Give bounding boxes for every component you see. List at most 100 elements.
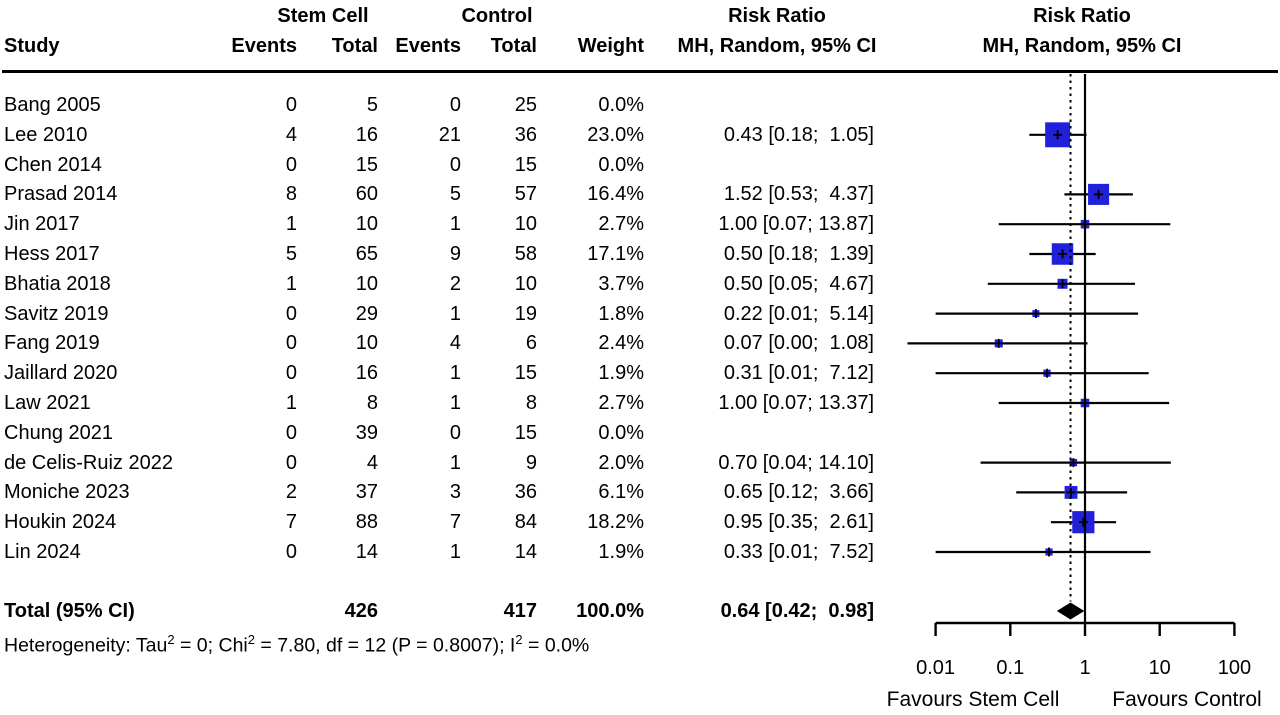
cell-rr-ci: 1.00 [0.07; 13.87] — [718, 213, 874, 236]
cell-control-events: 1 — [449, 362, 461, 385]
effect-square — [1088, 183, 1110, 205]
cell-weight: 2.7% — [598, 213, 644, 236]
cell-control-events: 0 — [449, 421, 461, 444]
cell-control-total: 14 — [514, 541, 537, 563]
cell-rr-ci: 0.65 [0.12; 3.66] — [723, 481, 874, 504]
effect-square — [994, 339, 1003, 348]
cell-stem-total: 37 — [355, 481, 378, 504]
cell-rr-ci: 0.95 [0.35; 2.61] — [723, 511, 874, 534]
cell-control-events: 3 — [449, 481, 461, 504]
cell-weight: 2.0% — [598, 451, 644, 474]
cell-stem-total: 15 — [355, 153, 378, 176]
cell-study: Jin 2017 — [4, 213, 80, 236]
group-header-control: Control — [461, 5, 533, 27]
cell-stem-events: 0 — [285, 153, 297, 176]
column-header-risk-ratio-plot: Risk Ratio — [1033, 5, 1131, 27]
cell-study: Hess 2017 — [4, 243, 100, 265]
column-header-risk-ratio-text: Risk Ratio — [728, 5, 826, 27]
cell-stem-events: 1 — [285, 272, 297, 295]
favours-right-label: Favours Control — [1112, 688, 1262, 711]
column-header-weight: Weight — [577, 35, 644, 57]
cell-stem-total: 16 — [355, 362, 378, 385]
cell-control-events: 1 — [449, 213, 461, 236]
cell-control-events: 2 — [449, 272, 461, 295]
column-header-stem-events: Events — [231, 35, 297, 57]
cell-stem-total: 16 — [355, 123, 378, 146]
x-axis-tick-label: 0.01 — [916, 657, 956, 679]
effect-square — [1032, 310, 1040, 318]
effect-square — [1045, 548, 1053, 556]
cell-stem-events: 0 — [285, 302, 297, 325]
cell-study: Bhatia 2018 — [4, 272, 111, 295]
effect-square — [1072, 511, 1095, 534]
cell-study: Lee 2010 — [4, 123, 88, 146]
cell-stem-events: 0 — [285, 94, 297, 116]
heterogeneity-statistics: Heterogeneity: Tau2 = 0; Chi2 = 7.80, df… — [4, 632, 590, 657]
cell-control-total: 8 — [525, 392, 537, 414]
cell-rr-ci: 0.31 [0.01; 7.12] — [723, 362, 874, 385]
cell-study: Houkin 2024 — [4, 511, 117, 534]
column-header-control-total: Total — [490, 35, 537, 57]
cell-rr-ci: 0.50 [0.18; 1.39] — [723, 243, 874, 265]
total-row-label: Total (95% CI) — [4, 600, 135, 622]
cell-control-total: 57 — [514, 183, 537, 206]
cell-rr-ci: 0.70 [0.04; 14.10] — [718, 451, 874, 474]
cell-stem-events: 0 — [285, 451, 297, 474]
cell-stem-events: 1 — [285, 392, 297, 414]
cell-study: Fang 2019 — [4, 332, 100, 355]
cell-control-events: 1 — [449, 302, 461, 325]
cell-control-total: 15 — [514, 153, 537, 176]
total-row-weight: 100.0% — [576, 600, 644, 622]
cell-rr-ci: 1.00 [0.07; 13.37] — [718, 392, 874, 414]
cell-weight: 3.7% — [598, 272, 644, 295]
total-row-control-total: 417 — [503, 600, 537, 622]
cell-stem-total: 4 — [366, 451, 378, 474]
cell-control-total: 36 — [514, 123, 537, 146]
cell-control-events: 7 — [449, 511, 461, 534]
cell-weight: 6.1% — [598, 481, 644, 504]
cell-stem-events: 0 — [285, 362, 297, 385]
pooled-diamond — [1056, 602, 1085, 620]
column-header-method-plot: MH, Random, 95% CI — [982, 35, 1182, 57]
group-header-stem-cell: Stem Cell — [277, 5, 369, 27]
cell-control-events: 0 — [449, 153, 461, 176]
cell-control-total: 25 — [514, 94, 537, 116]
cell-study: Savitz 2019 — [4, 302, 109, 325]
cell-weight: 1.8% — [598, 302, 644, 325]
cell-control-events: 1 — [449, 541, 461, 563]
column-header-stem-total: Total — [331, 35, 378, 57]
cell-stem-total: 39 — [355, 421, 378, 444]
cell-stem-total: 5 — [366, 94, 378, 116]
cell-control-events: 0 — [449, 94, 461, 116]
cell-control-total: 15 — [514, 421, 537, 444]
cell-rr-ci: 0.33 [0.01; 7.52] — [723, 541, 874, 563]
cell-stem-total: 10 — [355, 272, 378, 295]
effect-square — [1043, 369, 1051, 377]
effect-square — [1080, 219, 1090, 229]
cell-weight: 2.4% — [598, 332, 644, 355]
effect-square — [1057, 278, 1068, 289]
cell-weight: 17.1% — [587, 243, 644, 265]
cell-control-total: 36 — [514, 481, 537, 504]
cell-control-events: 1 — [449, 451, 461, 474]
cell-weight: 0.0% — [598, 421, 644, 444]
effect-square — [1045, 122, 1071, 148]
cell-control-events: 9 — [449, 243, 461, 265]
x-axis-tick-label: 1 — [1079, 657, 1091, 679]
cell-stem-total: 10 — [355, 213, 378, 236]
effect-square — [1069, 458, 1078, 467]
cell-weight: 1.9% — [598, 541, 644, 563]
header-divider — [2, 70, 1278, 73]
total-row-stem-total: 426 — [344, 600, 378, 622]
cell-rr-ci: 1.52 [0.53; 4.37] — [723, 183, 874, 206]
cell-stem-events: 5 — [285, 243, 297, 265]
cell-stem-events: 4 — [285, 123, 297, 146]
cell-weight: 18.2% — [587, 511, 644, 534]
cell-stem-events: 8 — [285, 183, 297, 206]
cell-stem-events: 2 — [285, 481, 297, 504]
cell-control-total: 10 — [514, 272, 537, 295]
cell-control-total: 19 — [514, 302, 537, 325]
favours-left-label: Favours Stem Cell — [886, 688, 1060, 711]
effect-square — [1064, 485, 1078, 499]
